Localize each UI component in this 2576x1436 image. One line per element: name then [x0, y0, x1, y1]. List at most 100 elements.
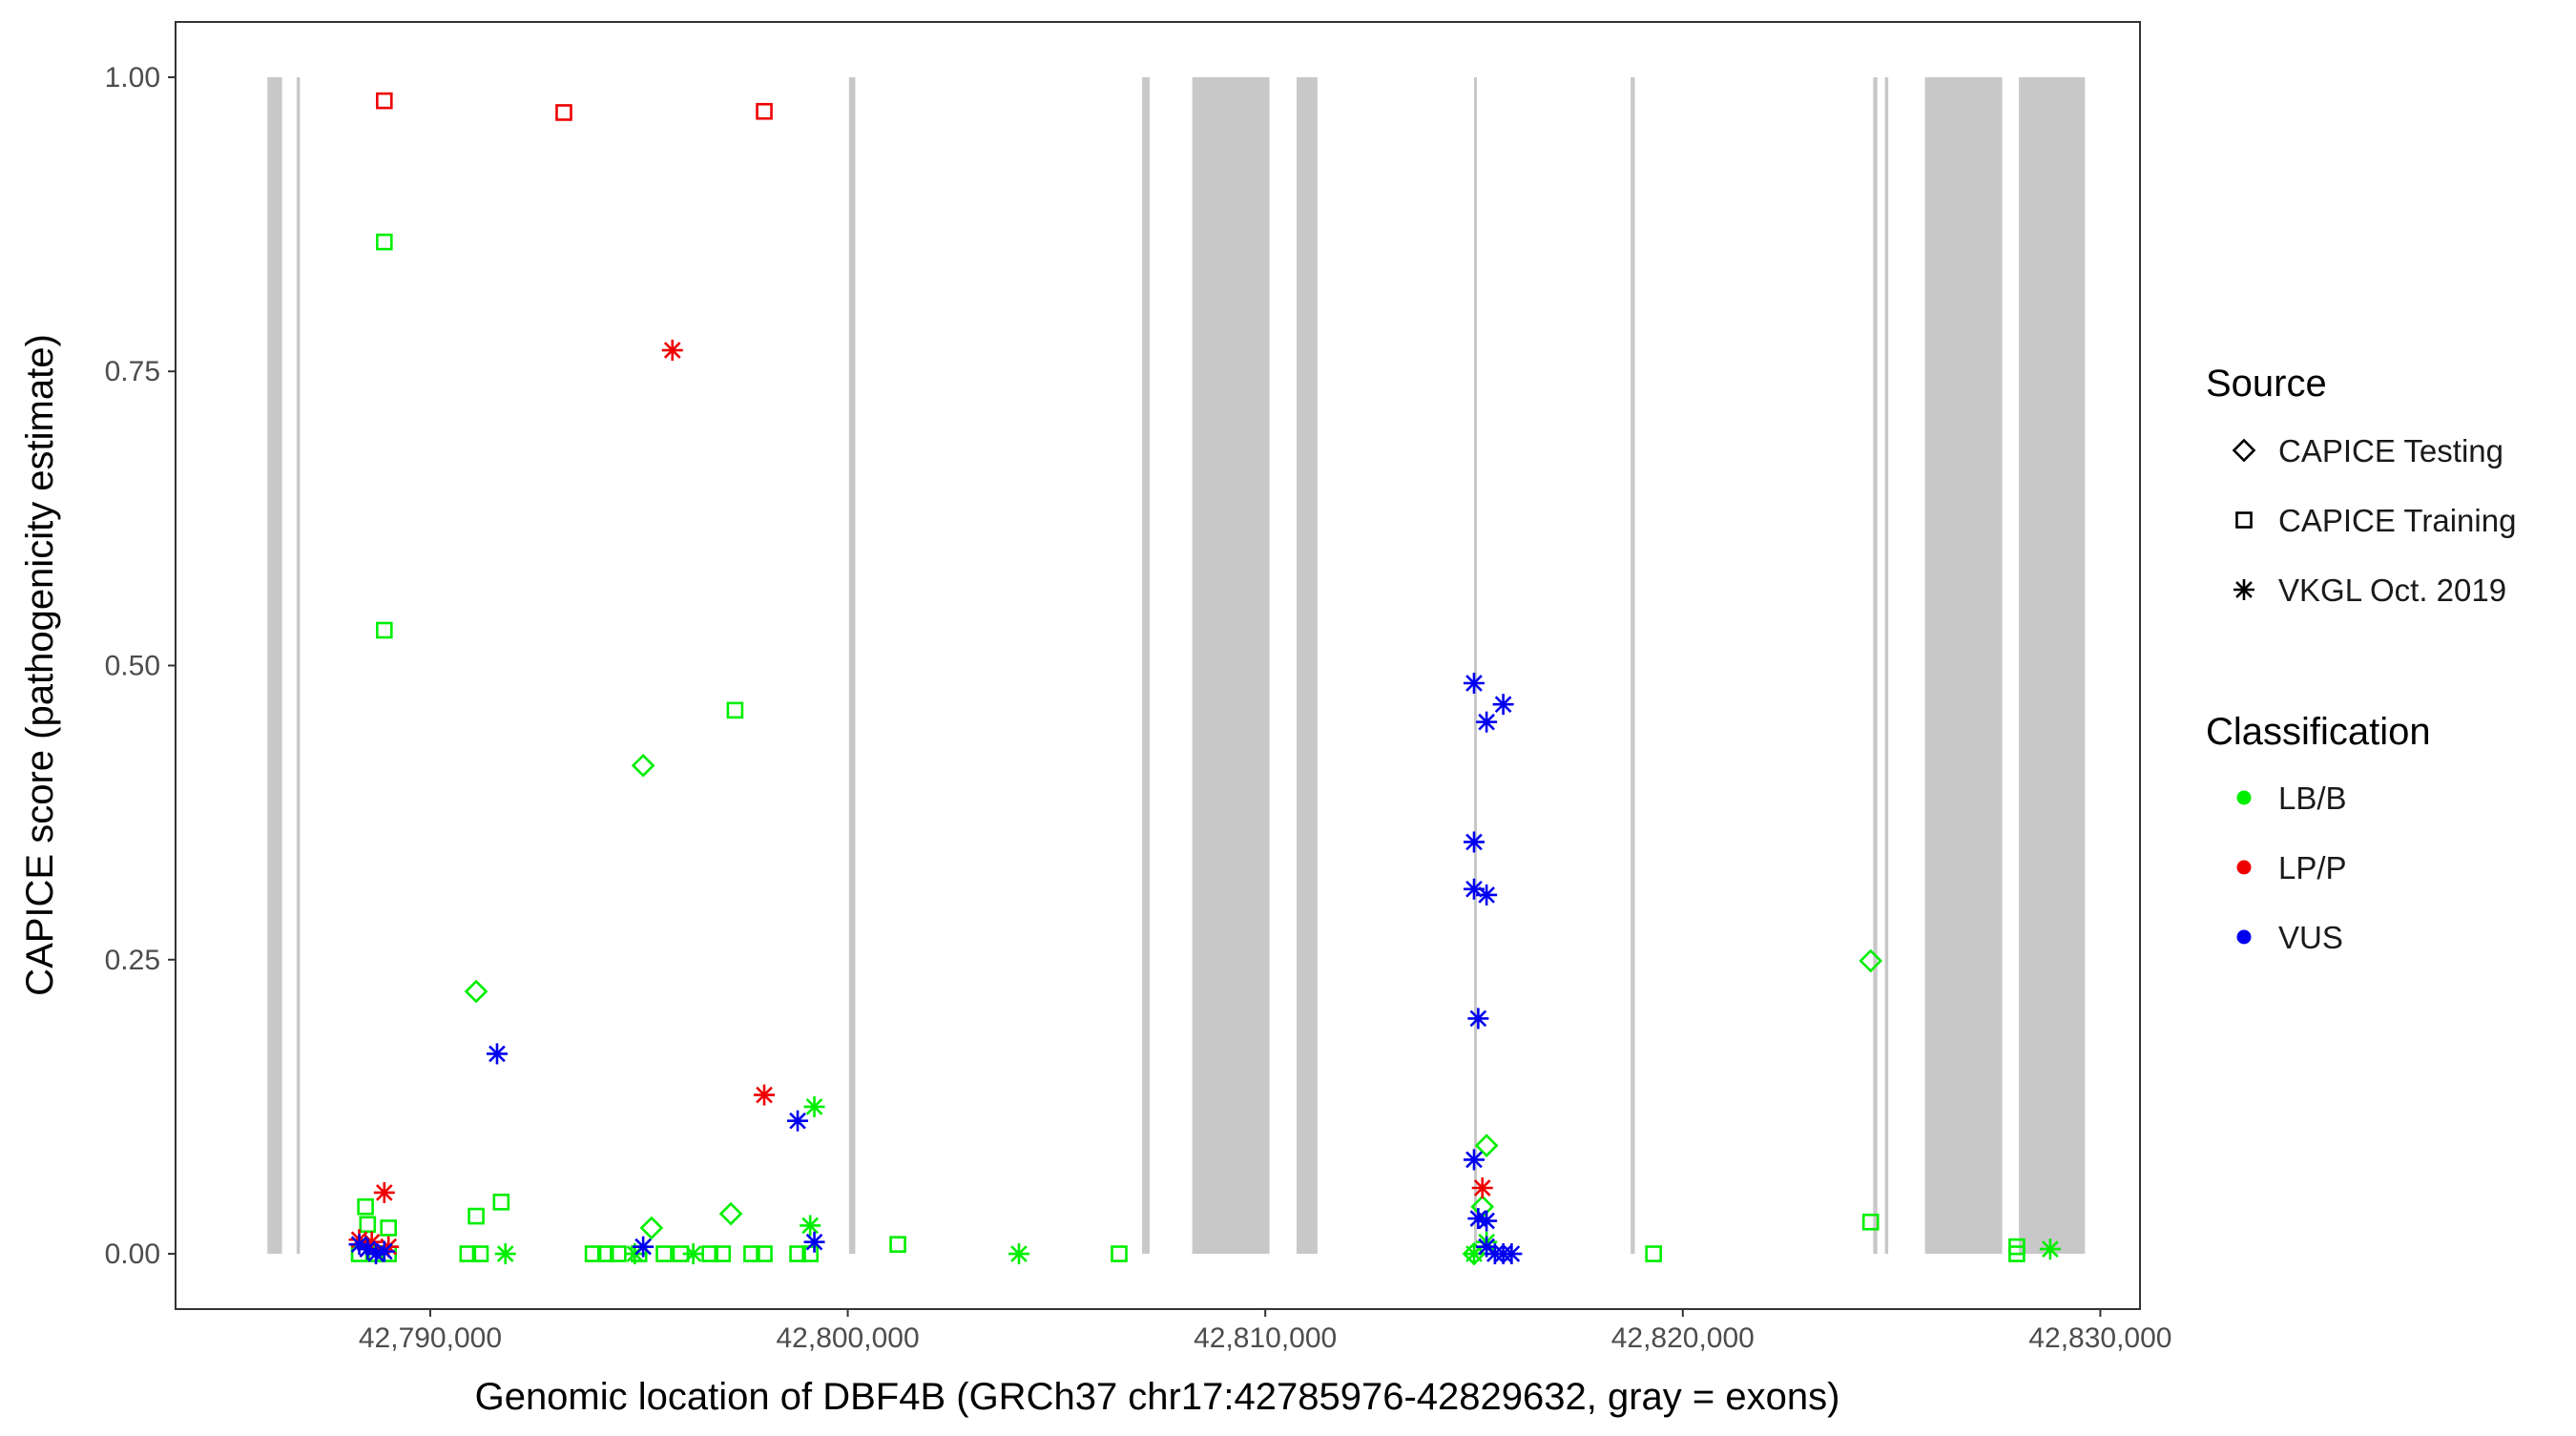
data-point: [803, 1231, 825, 1253]
x-tick-label: 42,810,000: [1194, 1322, 1337, 1354]
legend-key-asterisk: [2233, 579, 2254, 600]
legend-key-dot: [2236, 790, 2252, 805]
data-point: [743, 1245, 760, 1262]
data-point: [1501, 1243, 1523, 1265]
exon-band: [1297, 76, 1318, 1255]
data-point: [467, 1207, 485, 1225]
data-point: [1492, 694, 1514, 716]
exon-band: [267, 76, 282, 1255]
data-point: [787, 1110, 809, 1132]
legend-source-label: CAPICE Testing: [2278, 433, 2503, 468]
axes: 42,790,000 42,800,000 42,810,000 42,820,000…: [105, 62, 2172, 1354]
data-point: [376, 621, 393, 639]
data-point: [359, 1216, 377, 1234]
data-point: [789, 1245, 806, 1262]
data-point: [1463, 1149, 1485, 1171]
data-point: [714, 1245, 732, 1262]
data-point: [661, 340, 683, 362]
data-point: [655, 1245, 673, 1262]
x-tick-label: 42,800,000: [776, 1322, 919, 1354]
y-tick-label: 1.00: [105, 62, 160, 94]
y-tick-label: 0.00: [105, 1238, 160, 1270]
legend-class-label: VUS: [2278, 920, 2343, 955]
data-point: [754, 1084, 776, 1106]
data-point: [1476, 711, 1498, 733]
legend-class-label: LP/P: [2278, 850, 2347, 885]
data-point: [373, 1181, 395, 1203]
exon-band: [1884, 76, 1889, 1255]
data-point: [1471, 1176, 1493, 1198]
legend-class-label: LB/B: [2278, 780, 2347, 816]
exon-band: [2019, 76, 2086, 1255]
data-point: [486, 1043, 508, 1065]
data-point: [756, 1245, 773, 1262]
data-point: [639, 1216, 664, 1240]
data-point: [2008, 1245, 2025, 1262]
x-tick-label: 42,790,000: [359, 1322, 502, 1354]
data-point: [1476, 1210, 1498, 1232]
data-point: [718, 1201, 743, 1226]
data-point: [726, 701, 744, 719]
data-point: [756, 102, 773, 120]
exon-band: [1142, 76, 1150, 1255]
exon-band: [1192, 76, 1270, 1255]
x-tick-label: 42,820,000: [1611, 1322, 1755, 1354]
legend-key-dot: [2236, 860, 2252, 875]
data-point: [1463, 672, 1485, 694]
data-point: [376, 92, 393, 110]
exon-band: [1873, 76, 1878, 1255]
data-points: [348, 92, 2061, 1266]
data-point: [1463, 831, 1485, 853]
data-point: [380, 1219, 397, 1237]
legend: Source CAPICE Testing CAPICE Training VKGL…: [2206, 363, 2516, 955]
data-point: [1474, 1134, 1499, 1157]
data-point: [459, 1245, 477, 1262]
legend-key-diamond: [2232, 438, 2256, 463]
data-point: [464, 979, 488, 1004]
data-point: [631, 753, 655, 778]
legend-source-title: Source: [2206, 363, 2327, 405]
y-tick-label: 0.25: [105, 945, 160, 976]
exon-band: [1631, 76, 1635, 1255]
data-point: [596, 1245, 614, 1262]
data-point: [1859, 948, 1883, 973]
y-tick-label: 0.50: [105, 651, 160, 682]
data-point: [494, 1243, 516, 1265]
data-point: [889, 1236, 906, 1253]
data-point: [1476, 884, 1498, 905]
legend-source-label: CAPICE Training: [2278, 503, 2516, 538]
data-point: [584, 1245, 602, 1262]
exon-bands: [267, 76, 2086, 1255]
data-point: [357, 1197, 374, 1216]
data-point: [1008, 1243, 1029, 1265]
data-point: [800, 1215, 821, 1237]
data-point: [492, 1193, 510, 1211]
data-point: [633, 1236, 654, 1258]
data-point: [803, 1095, 825, 1117]
data-point: [682, 1243, 704, 1265]
legend-source-label: VKGL Oct. 2019: [2278, 572, 2506, 608]
legend-classification-title: Classification: [2206, 711, 2431, 753]
data-point: [471, 1245, 489, 1262]
exon-band: [296, 76, 301, 1255]
data-point: [1861, 1213, 1880, 1231]
data-point: [1111, 1245, 1128, 1262]
exon-band: [1473, 76, 1477, 1255]
legend-key-square: [2235, 511, 2253, 529]
y-axis-title: CAPICE score (pathogenicity estimate): [19, 334, 61, 996]
plot-panel: [175, 21, 2141, 1310]
data-point: [1467, 1008, 1489, 1030]
data-point: [373, 1240, 395, 1262]
x-axis-title: Genomic location of DBF4B (GRCh37 chr17:…: [475, 1376, 1840, 1418]
x-tick-label: 42,830,000: [2028, 1322, 2171, 1354]
data-point: [2039, 1238, 2061, 1260]
exon-band: [1924, 76, 2003, 1255]
legend-key-dot: [2236, 929, 2252, 945]
y-tick-label: 0.75: [105, 356, 160, 387]
data-point: [1645, 1245, 1662, 1262]
data-point: [555, 104, 572, 121]
exon-band: [848, 76, 856, 1255]
data-point: [376, 233, 393, 251]
